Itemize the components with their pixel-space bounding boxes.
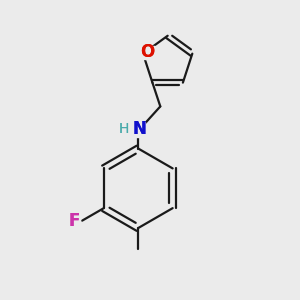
Text: N: N xyxy=(133,120,147,138)
Text: O: O xyxy=(140,43,154,61)
Text: H: H xyxy=(119,122,129,136)
Bar xyxy=(140,46,155,59)
Text: F: F xyxy=(68,212,80,230)
Bar xyxy=(68,215,80,226)
Text: H: H xyxy=(119,122,129,136)
Bar xyxy=(118,122,145,137)
Text: F: F xyxy=(68,212,80,230)
Text: O: O xyxy=(140,43,154,61)
Text: N: N xyxy=(133,120,147,138)
